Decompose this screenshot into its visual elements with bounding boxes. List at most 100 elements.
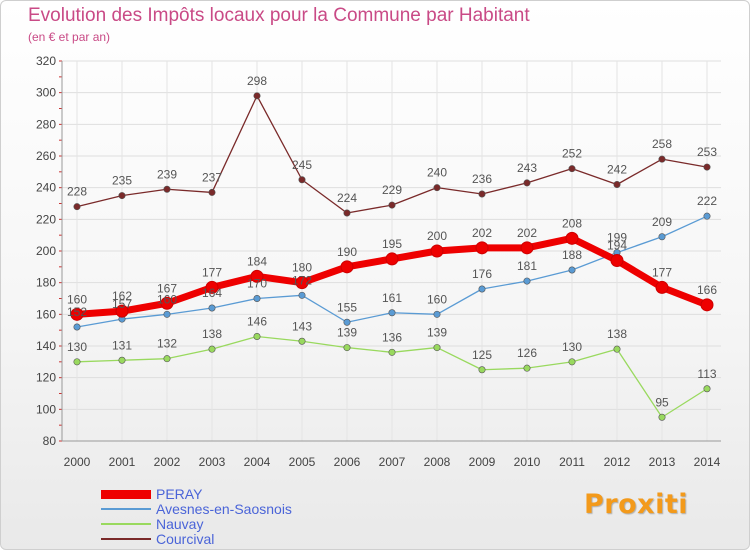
data-label: 194: [607, 239, 627, 253]
data-point: [253, 332, 261, 340]
x-tick-label: 2008: [424, 455, 451, 469]
legend-swatch: [101, 489, 151, 499]
data-label: 199: [607, 231, 627, 245]
x-tick-label: 2002: [154, 455, 181, 469]
data-label: 202: [472, 226, 492, 240]
data-label: 130: [67, 340, 87, 354]
y-tick-label: 280: [36, 117, 56, 131]
data-point: [658, 233, 666, 241]
data-point: [385, 252, 399, 266]
data-label: 177: [202, 265, 222, 279]
data-point: [565, 231, 579, 245]
data-label: 125: [472, 348, 492, 362]
data-label: 229: [382, 183, 402, 197]
data-label: 237: [202, 170, 222, 184]
data-point: [73, 358, 81, 366]
data-point: [478, 285, 486, 293]
data-point: [163, 355, 171, 363]
data-point: [520, 241, 534, 255]
data-point: [298, 176, 306, 184]
data-point: [568, 266, 576, 274]
y-tick-label: 180: [36, 276, 56, 290]
x-tick-label: 2013: [649, 455, 676, 469]
legend-label: Nauvay: [156, 516, 204, 532]
data-label: 239: [157, 167, 177, 181]
data-label: 143: [292, 319, 312, 333]
data-label: 190: [337, 245, 357, 259]
data-point: [568, 358, 576, 366]
y-tick-label: 260: [36, 149, 56, 163]
data-label: 146: [247, 315, 267, 329]
y-tick-label: 140: [36, 339, 56, 353]
x-tick-label: 2010: [514, 455, 541, 469]
data-point: [118, 356, 126, 364]
data-point: [73, 323, 81, 331]
y-tick-label: 100: [36, 402, 56, 416]
y-tick-label: 240: [36, 181, 56, 195]
x-tick-label: 2005: [289, 455, 316, 469]
legend-swatch: [101, 508, 151, 510]
data-label: 167: [157, 281, 177, 295]
x-tick-label: 2007: [379, 455, 406, 469]
data-point: [298, 291, 306, 299]
data-point: [703, 385, 711, 393]
data-label: 160: [67, 292, 87, 306]
x-tick-label: 2011: [559, 455, 585, 469]
data-point: [388, 348, 396, 356]
data-point: [253, 92, 261, 100]
data-point: [658, 155, 666, 163]
data-label: 242: [607, 163, 627, 177]
data-point: [208, 345, 216, 353]
data-label: 180: [292, 261, 312, 275]
data-point: [613, 181, 621, 189]
data-point: [478, 366, 486, 374]
y-tick-label: 220: [36, 212, 56, 226]
data-point: [388, 201, 396, 209]
x-tick-label: 2012: [604, 455, 631, 469]
data-label: 172: [292, 273, 312, 287]
data-label: 164: [202, 286, 222, 300]
data-label: 202: [517, 226, 537, 240]
data-label: 136: [382, 330, 402, 344]
data-label: 130: [562, 340, 582, 354]
data-point: [208, 304, 216, 312]
data-label: 200: [427, 229, 447, 243]
data-label: 131: [112, 338, 132, 352]
data-point: [430, 244, 444, 258]
data-label: 253: [697, 145, 717, 159]
data-label: 155: [337, 300, 357, 314]
x-tick-label: 2003: [199, 455, 226, 469]
data-label: 139: [337, 326, 357, 340]
data-label: 208: [562, 216, 582, 230]
legend-label: Courcival: [156, 531, 215, 547]
data-point: [70, 307, 84, 321]
data-point: [343, 209, 351, 217]
data-label: 177: [652, 265, 672, 279]
data-point: [613, 345, 621, 353]
data-label: 139: [427, 326, 447, 340]
data-point: [343, 344, 351, 352]
data-label: 195: [382, 237, 402, 251]
chart-title: Evolution des Impôts locaux pour la Comm…: [28, 5, 530, 26]
data-label: 181: [517, 259, 537, 273]
data-point: [73, 203, 81, 211]
x-tick-label: 2001: [109, 455, 136, 469]
x-tick-label: 2000: [64, 455, 91, 469]
data-label: 240: [427, 166, 447, 180]
data-label: 170: [247, 277, 267, 291]
x-tick-label: 2004: [244, 455, 271, 469]
y-tick-label: 300: [36, 86, 56, 100]
data-point: [610, 254, 624, 267]
data-point: [118, 192, 126, 200]
x-tick-label: 2006: [334, 455, 361, 469]
data-label: 138: [607, 327, 627, 341]
data-point: [700, 298, 714, 312]
data-label: 228: [67, 185, 87, 199]
data-label: 160: [157, 292, 177, 306]
y-tick-label: 160: [36, 307, 56, 321]
x-tick-label: 2009: [469, 455, 496, 469]
data-label: 258: [652, 137, 672, 151]
data-point: [655, 280, 669, 294]
